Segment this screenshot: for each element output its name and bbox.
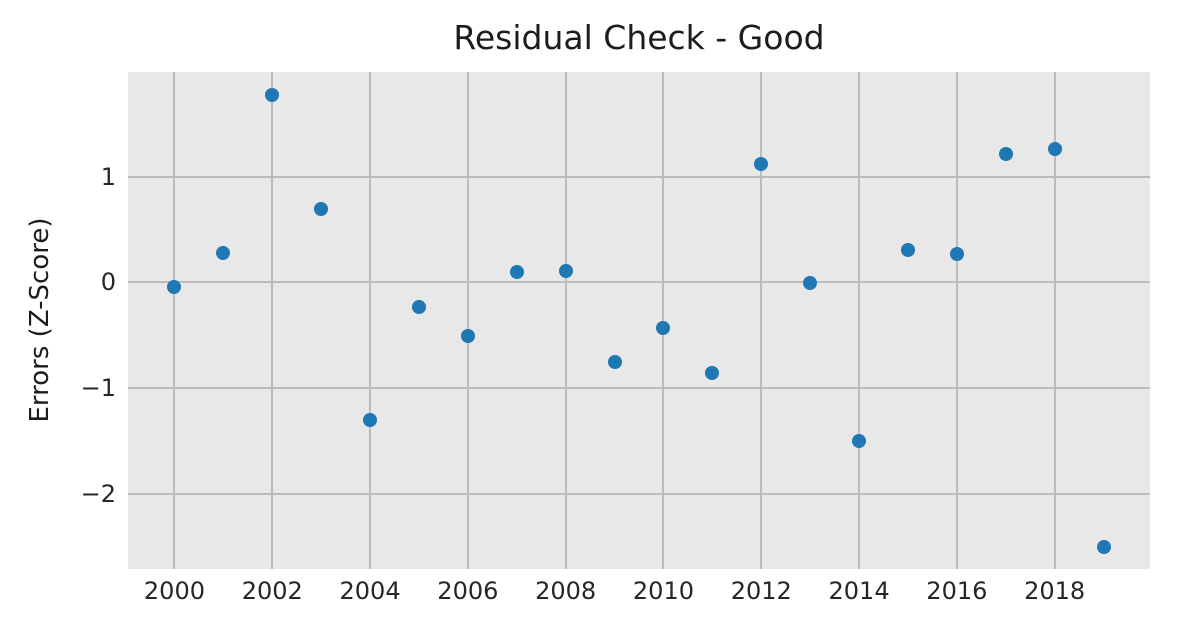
x-tick-label: 2006 [437, 577, 499, 605]
data-point [460, 329, 475, 344]
data-point [607, 354, 622, 369]
y-tick-label: −2 [80, 479, 116, 508]
x-axis-ticks: 2000 2002 2004 2006 2008 2010 2012 2014 2016 2018 [128, 577, 1150, 607]
data-point [949, 246, 964, 261]
data-point [314, 202, 329, 217]
data-point [705, 366, 720, 381]
y-tick-label: 1 [100, 162, 116, 191]
grid-line-vertical [955, 72, 958, 569]
grid-line-vertical [466, 72, 469, 569]
data-point [998, 147, 1013, 162]
data-point [852, 434, 867, 449]
x-tick-label: 2008 [535, 577, 597, 605]
x-tick-label: 2004 [339, 577, 401, 605]
y-tick-label: 0 [100, 268, 116, 297]
grid-line-horizontal [128, 492, 1150, 495]
data-point [656, 320, 671, 335]
grid-line-vertical [369, 72, 372, 569]
grid-line-vertical [858, 72, 861, 569]
plot-area [128, 72, 1150, 569]
grid-line-horizontal [128, 281, 1150, 284]
grid-line-vertical [1053, 72, 1056, 569]
grid-line-horizontal [128, 387, 1150, 390]
x-tick-label: 2000 [143, 577, 205, 605]
chart-title: Residual Check - Good [453, 18, 825, 57]
data-point [803, 276, 818, 291]
x-tick-label: 2012 [730, 577, 792, 605]
data-point [754, 156, 769, 171]
x-tick-label: 2014 [828, 577, 890, 605]
x-tick-label: 2010 [632, 577, 694, 605]
data-point [216, 245, 231, 260]
y-tick-label: −1 [80, 374, 116, 403]
x-tick-label: 2016 [926, 577, 988, 605]
data-point [1096, 539, 1111, 554]
data-point [167, 279, 182, 294]
grid-line-vertical [173, 72, 176, 569]
data-point [265, 88, 280, 103]
grid-line-vertical [760, 72, 763, 569]
grid-line-vertical [271, 72, 274, 569]
data-point [558, 263, 573, 278]
data-point [509, 264, 524, 279]
y-axis-ticks: 1 0 −1 −2 [0, 0, 116, 628]
grid-line-horizontal [128, 175, 1150, 178]
data-point [411, 299, 426, 314]
grid-line-vertical [564, 72, 567, 569]
data-point [363, 412, 378, 427]
data-point [900, 242, 915, 257]
grid-line-vertical [662, 72, 665, 569]
x-tick-label: 2002 [241, 577, 303, 605]
data-point [1047, 142, 1062, 157]
x-tick-label: 2018 [1024, 577, 1086, 605]
